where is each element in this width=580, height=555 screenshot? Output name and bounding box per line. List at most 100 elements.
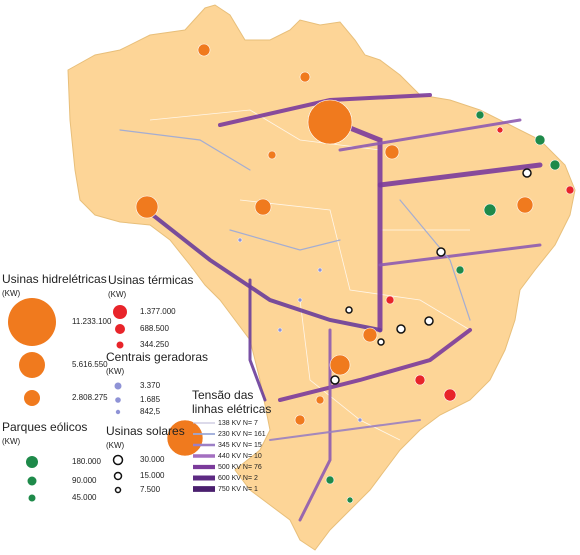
legend-symbol (112, 454, 124, 466)
legend-item: 1.377.000 (140, 307, 176, 316)
legend-unit: (KW) (2, 289, 21, 298)
plant-marker (565, 185, 575, 195)
legend: Usinas hidrelétricas(KW)11.233.1005.616.… (2, 272, 271, 502)
transmission-line (377, 162, 543, 188)
legend-item: 842,5 (140, 407, 161, 416)
solar-marker (436, 247, 446, 257)
legend-symbol (114, 486, 122, 494)
legend-item: 3.370 (140, 381, 161, 390)
plant-marker (297, 297, 303, 303)
legend-title: Centrais geradoras (106, 350, 208, 364)
plant-marker (307, 99, 353, 145)
plant-marker (534, 134, 546, 146)
legend-symbol (114, 382, 122, 390)
legend-item: 345 KV N= 15 (218, 442, 262, 449)
legend-item: 138 KV N= 7 (218, 420, 258, 427)
plant-marker (357, 417, 363, 423)
plant-marker (237, 237, 243, 243)
legend-symbol (26, 456, 38, 468)
legend-item: 5.616.550 (72, 360, 108, 369)
transmission-line (298, 328, 332, 522)
plant-marker (315, 395, 325, 405)
legend-symbol (19, 352, 45, 378)
legend-item: 30.000 (140, 455, 165, 464)
plant-marker (294, 414, 306, 426)
power-plants (135, 43, 575, 504)
legend-item: 344.250 (140, 340, 169, 349)
plant-marker (166, 419, 204, 457)
legend-item: 7.500 (140, 485, 161, 494)
legend-unit: (KW) (2, 437, 21, 446)
solar-marker (345, 306, 353, 314)
state-borders (149, 109, 471, 441)
legend-symbol (115, 409, 121, 415)
legend-item: 11.233.100 (72, 317, 112, 326)
legend-title: Usinas térmicas (108, 273, 193, 287)
transmission-line (119, 129, 251, 171)
solar-marker (522, 168, 532, 178)
legend-item: 230 KV N= 161 (218, 431, 266, 438)
plant-marker (197, 43, 211, 57)
plant-marker (384, 144, 400, 160)
legend-symbol (115, 397, 121, 403)
transmission-line (399, 199, 471, 321)
plant-marker (267, 150, 277, 160)
plant-marker (254, 198, 272, 216)
legend-title: linhas elétricas (192, 402, 271, 416)
legend-symbol (115, 324, 125, 334)
transmission-line (248, 278, 267, 402)
legend-title: Usinas solares (106, 424, 185, 438)
transmission-line (327, 117, 383, 333)
legend-symbol (113, 471, 123, 481)
plant-marker (483, 203, 497, 217)
plant-marker (549, 159, 561, 171)
plant-marker (346, 496, 354, 504)
plant-marker (299, 71, 311, 83)
legend-item: 500 KV N= 76 (218, 464, 262, 471)
legend-symbol (116, 341, 124, 349)
legend-title: Tensão das (192, 388, 253, 402)
solar-marker (396, 324, 406, 334)
plant-marker (496, 126, 504, 134)
legend-item: 180.000 (72, 457, 101, 466)
plant-marker (329, 354, 351, 376)
legend-unit: (KW) (106, 441, 125, 450)
legend-symbol (24, 390, 40, 406)
transmission-line (378, 243, 542, 267)
legend-unit: (KW) (106, 367, 125, 376)
legend-item: 45.000 (72, 493, 97, 502)
solar-marker (424, 316, 434, 326)
transmission-line (269, 419, 421, 441)
plant-marker (455, 265, 465, 275)
plant-marker (475, 110, 485, 120)
transmission-line (278, 328, 472, 402)
legend-item: 750 KV N= 1 (218, 486, 258, 493)
plant-marker (516, 196, 534, 214)
legend-item: 2.808.275 (72, 393, 108, 402)
legend-item: 600 KV N= 2 (218, 475, 258, 482)
plant-marker (325, 475, 335, 485)
transmission-line (229, 229, 341, 251)
plant-marker (277, 327, 283, 333)
legend-title: Parques eólicos (2, 420, 87, 434)
plant-marker (414, 374, 426, 386)
legend-item: 1.685 (140, 395, 161, 404)
legend-item: 90.000 (72, 476, 97, 485)
legend-unit: (KW) (108, 290, 127, 299)
plant-marker (362, 327, 378, 343)
solar-marker (377, 338, 385, 346)
plant-marker (317, 267, 323, 273)
legend-symbol (28, 494, 36, 502)
plant-marker (443, 388, 457, 402)
legend-symbol (8, 298, 56, 346)
solar-marker (330, 375, 340, 385)
legend-item: 688.500 (140, 324, 169, 333)
legend-symbol (113, 305, 127, 319)
transmission-line (138, 203, 382, 332)
brazil-shape (67, 4, 576, 551)
plant-marker (385, 295, 395, 305)
transmission-line (338, 118, 522, 152)
legend-item: 440 KV N= 10 (218, 453, 262, 460)
